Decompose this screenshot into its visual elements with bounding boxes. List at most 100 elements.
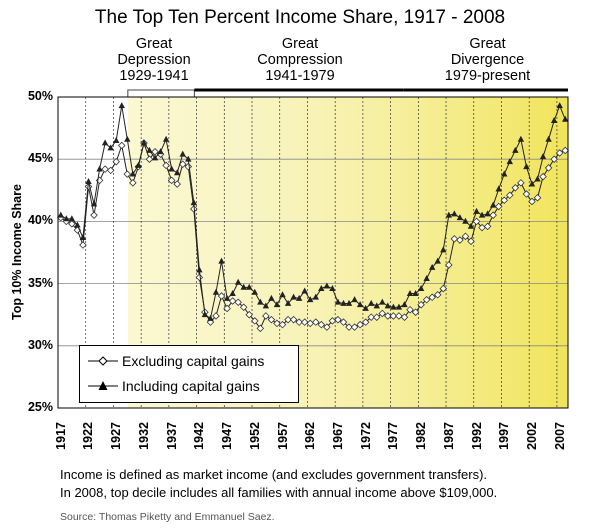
- y-tick-label: 30%: [27, 337, 53, 352]
- marker-excluding: [273, 319, 281, 328]
- marker-including: [257, 298, 264, 305]
- marker-excluding: [289, 315, 298, 324]
- marker-including: [462, 217, 469, 224]
- marker-including: [279, 291, 286, 298]
- marker-including: [562, 115, 569, 122]
- legend-open-diamond-marker: [88, 356, 118, 366]
- x-tick-label: 1997: [497, 422, 512, 450]
- plot-frame: [57, 96, 569, 409]
- marker-including: [512, 146, 519, 153]
- marker-excluding: [245, 310, 254, 319]
- x-tick-label: 1967: [330, 422, 345, 450]
- marker-excluding: [395, 312, 403, 320]
- marker-excluding: [483, 222, 492, 231]
- note-line-1: Income is defined as market income (and …: [60, 467, 488, 482]
- period-label-depression: Great Depression 1929-1941: [117, 36, 191, 84]
- x-tick-label: 1932: [136, 422, 151, 450]
- marker-excluding: [323, 323, 331, 331]
- marker-excluding: [555, 149, 564, 157]
- marker-excluding: [223, 304, 231, 313]
- marker-excluding: [406, 305, 414, 314]
- x-tick-label: 1987: [441, 422, 456, 450]
- marker-including: [74, 221, 81, 228]
- marker-including: [162, 135, 170, 142]
- y-tick-label: 40%: [27, 213, 53, 228]
- marker-excluding: [300, 318, 309, 326]
- marker-excluding: [528, 197, 536, 206]
- marker-including: [68, 215, 76, 222]
- x-tick-label: 1977: [386, 422, 401, 450]
- marker-excluding: [256, 324, 265, 333]
- marker-including: [395, 303, 403, 310]
- marker-including: [168, 165, 175, 172]
- marker-excluding: [106, 166, 115, 175]
- note-line-2: In 2008, top decile includes all familie…: [60, 485, 498, 500]
- marker-including: [185, 155, 192, 162]
- marker-including: [57, 211, 64, 218]
- marker-including: [207, 314, 214, 321]
- x-tick-label: 1937: [164, 422, 179, 450]
- marker-including: [246, 283, 253, 290]
- y-axis-label: Top 10% Income Share: [10, 184, 24, 320]
- bracket-depression: [127, 89, 195, 97]
- marker-excluding: [112, 157, 120, 166]
- marker-excluding: [262, 312, 270, 320]
- x-tick-label: 1957: [275, 422, 290, 450]
- marker-including: [423, 275, 430, 282]
- marker-including: [334, 298, 342, 305]
- marker-including: [151, 154, 159, 161]
- marker-excluding: [234, 298, 242, 307]
- marker-excluding: [389, 312, 398, 320]
- marker-including: [440, 246, 447, 253]
- x-tick-label: 1917: [53, 422, 68, 450]
- marker-excluding: [367, 313, 375, 321]
- marker-excluding: [317, 320, 326, 329]
- marker-including: [273, 301, 281, 308]
- marker-including: [140, 139, 148, 146]
- marker-including: [401, 301, 408, 308]
- marker-including: [262, 302, 270, 309]
- marker-including: [434, 257, 441, 264]
- marker-excluding: [228, 297, 237, 305]
- marker-including: [478, 211, 486, 218]
- marker-excluding: [284, 315, 292, 324]
- marker-including: [539, 153, 547, 160]
- marker-excluding: [500, 196, 509, 205]
- marker-excluding: [494, 202, 503, 211]
- marker-including: [312, 293, 319, 300]
- marker-excluding: [212, 312, 220, 320]
- marker-including: [384, 302, 392, 309]
- legend: Excluding capital gains Including capita…: [79, 345, 299, 403]
- marker-including: [495, 185, 502, 192]
- marker-including: [445, 211, 453, 218]
- marker-including: [85, 177, 92, 184]
- marker-including: [307, 296, 314, 303]
- marker-excluding: [372, 313, 381, 321]
- marker-including: [284, 299, 292, 306]
- x-tick-label: 2002: [524, 422, 539, 450]
- marker-including: [550, 117, 558, 124]
- marker-excluding: [400, 313, 409, 321]
- marker-including: [212, 288, 220, 295]
- marker-including: [523, 163, 530, 170]
- marker-including: [295, 294, 303, 301]
- period-label-compression: Great Compression 1941-1979: [257, 36, 343, 84]
- marker-including: [345, 299, 353, 306]
- marker-including: [173, 169, 181, 176]
- marker-including: [473, 207, 480, 214]
- marker-including: [484, 210, 491, 217]
- marker-excluding: [456, 236, 464, 244]
- marker-including: [373, 302, 380, 309]
- marker-including: [467, 222, 475, 229]
- marker-including: [545, 135, 552, 142]
- marker-excluding: [206, 318, 215, 326]
- marker-excluding: [79, 241, 87, 249]
- marker-excluding: [190, 205, 198, 213]
- marker-including: [240, 283, 247, 290]
- marker-including: [107, 144, 114, 151]
- marker-excluding: [445, 261, 453, 269]
- marker-including: [506, 158, 513, 165]
- marker-including: [556, 102, 563, 109]
- marker-excluding: [411, 308, 420, 316]
- x-tick-label: 1972: [358, 422, 373, 450]
